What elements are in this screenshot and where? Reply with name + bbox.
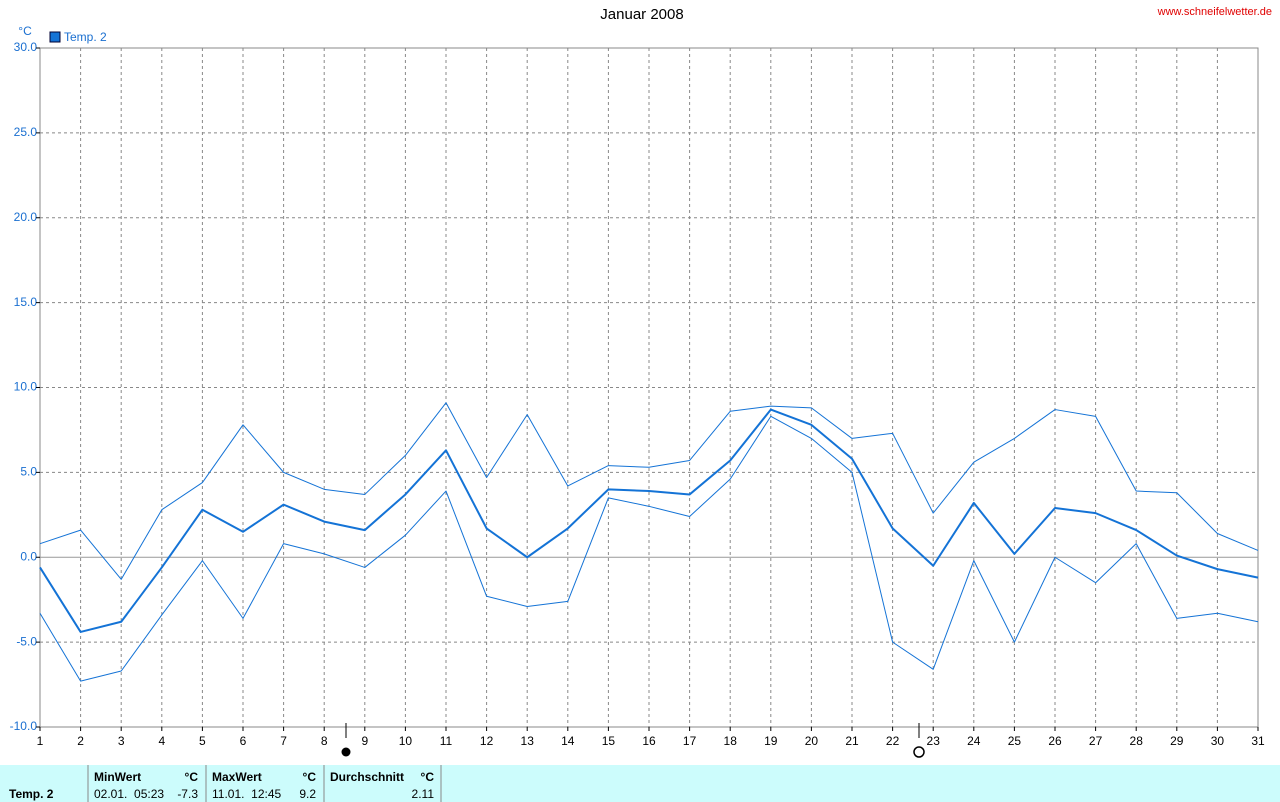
x-tick-label: 15 [602,734,616,748]
y-tick-label: 30.0 [14,40,38,54]
x-tick-label: 24 [967,734,981,748]
x-tick-label: 20 [805,734,819,748]
max-label: MaxWert [212,770,262,784]
x-tick-label: 30 [1211,734,1225,748]
y-tick-label: -5.0 [16,634,37,648]
y-axis-label: °C [18,24,32,38]
x-tick-label: 5 [199,734,206,748]
x-tick-label: 9 [361,734,368,748]
x-tick-label: 2 [77,734,84,748]
avg-unit: °C [421,770,435,784]
y-tick-label: 25.0 [14,125,38,139]
legend-label: Temp. 2 [64,30,107,44]
y-tick-label: 10.0 [14,380,38,394]
min-label: MinWert [94,770,141,784]
x-tick-label: 1 [37,734,44,748]
x-tick-label: 12 [480,734,494,748]
max-value: 9.2 [299,787,316,801]
summary-bar [0,765,1280,802]
min-value: -7.3 [177,787,198,801]
y-tick-label: -10.0 [10,719,38,733]
x-tick-label: 25 [1008,734,1022,748]
y-tick-label: 5.0 [20,465,37,479]
avg-label: Durchschnitt [330,770,404,784]
summary-name: Temp. 2 [9,787,54,801]
x-tick-label: 3 [118,734,125,748]
y-tick-label: 15.0 [14,295,38,309]
x-tick-label: 4 [158,734,165,748]
x-tick-label: 13 [521,734,535,748]
x-tick-label: 26 [1048,734,1062,748]
legend-swatch [49,31,61,43]
x-tick-label: 18 [724,734,738,748]
x-tick-label: 6 [240,734,247,748]
y-tick-label: 0.0 [20,549,37,563]
chart-title: Januar 2008 [600,6,683,23]
plot: -10.0-5.00.05.010.015.020.025.030.01 2 3 4 5… [10,40,1265,748]
x-tick-label: 22 [886,734,900,748]
x-tick-label: 31 [1251,734,1265,748]
new-moon [341,747,351,757]
x-tick-label: 23 [927,734,941,748]
x-tick-label: 27 [1089,734,1103,748]
max-unit: °C [303,770,317,784]
x-tick-label: 19 [764,734,778,748]
x-tick-label: 8 [321,734,328,748]
y-tick-label: 20.0 [14,210,38,224]
series-line [39,402,1259,580]
x-tick-label: 17 [683,734,697,748]
avg-value: 2.11 [412,787,435,801]
x-tick-label: 29 [1170,734,1184,748]
x-tick-label: 16 [642,734,656,748]
full-moon [913,746,925,758]
min-unit: °C [185,770,199,784]
x-tick-label: 28 [1130,734,1144,748]
series-line [39,415,1259,682]
x-tick-label: 14 [561,734,575,748]
x-tick-label: 10 [399,734,413,748]
max-time: 11.01. 12:45 [212,787,281,801]
x-tick-label: 21 [845,734,859,748]
min-time: 02.01. 05:23 [94,787,164,801]
x-tick-label: 11 [440,734,453,748]
x-tick-label: 7 [280,734,287,748]
source: www.schneifelwetter.de [1157,6,1272,18]
series-line [39,408,1259,633]
